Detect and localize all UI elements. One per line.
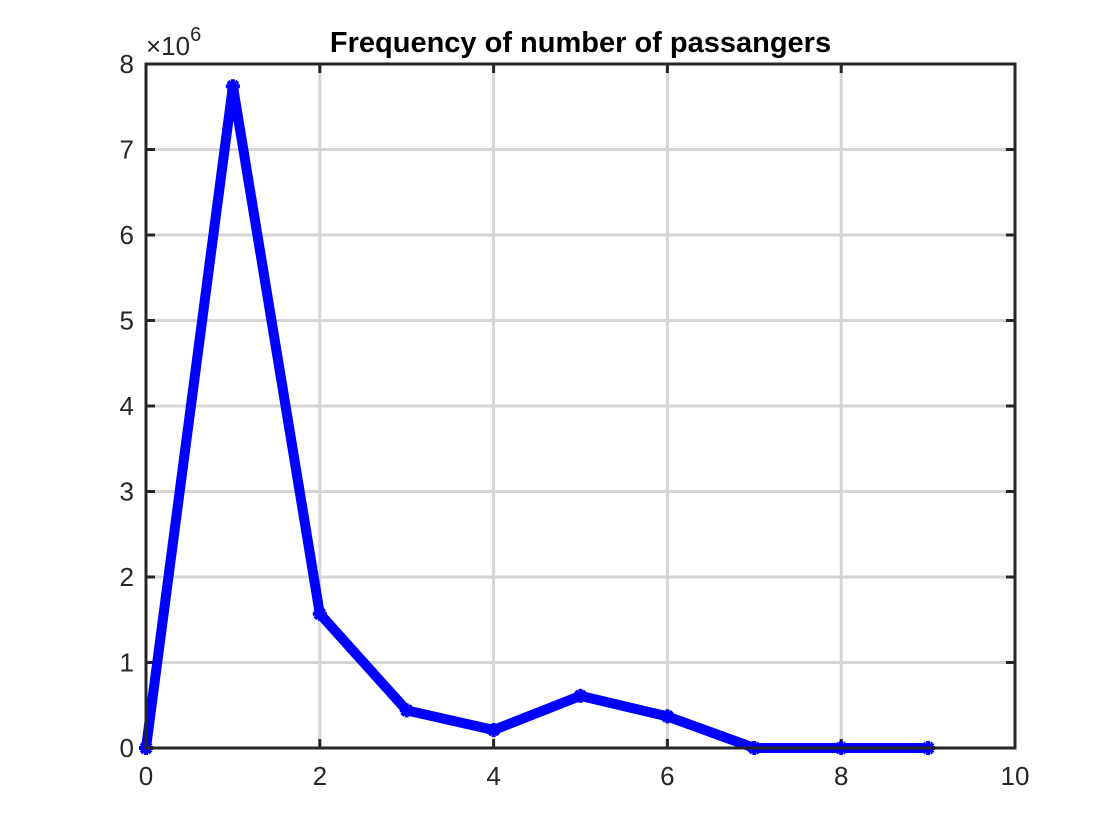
y-tick-label: 7 (120, 135, 134, 165)
data-point (399, 703, 414, 718)
y-tick-label: 1 (120, 648, 134, 678)
chart-title: Frequency of number of passangers (330, 27, 831, 59)
x-tick-label: 6 (660, 761, 674, 791)
data-point (312, 606, 327, 621)
x-tick-label: 8 (834, 761, 848, 791)
data-point (573, 688, 588, 703)
y-tick-label: 2 (120, 562, 134, 592)
x-tick-label: 4 (486, 761, 500, 791)
x-tick-label: 0 (139, 761, 153, 791)
data-point (225, 79, 240, 94)
x-tick-label: 10 (1001, 761, 1030, 791)
x-tick-label: 2 (313, 761, 327, 791)
y-multiplier-base: ×10 (146, 31, 190, 61)
data-point (486, 723, 501, 738)
y-multiplier-exponent: 6 (190, 24, 201, 46)
plot-frame (144, 62, 1017, 750)
y-tick-label: 8 (120, 49, 134, 79)
tick-labels: 0 2 4 6 8 10 0 1 2 3 4 5 6 7 8 (120, 49, 1030, 791)
y-tick-label: 4 (120, 391, 134, 421)
y-axis-multiplier: ×106 (146, 24, 201, 61)
y-tick-label: 0 (120, 733, 134, 763)
data-point (660, 709, 675, 724)
y-tick-label: 5 (120, 306, 134, 336)
y-tick-label: 3 (120, 477, 134, 507)
y-tick-label: 6 (120, 220, 134, 250)
